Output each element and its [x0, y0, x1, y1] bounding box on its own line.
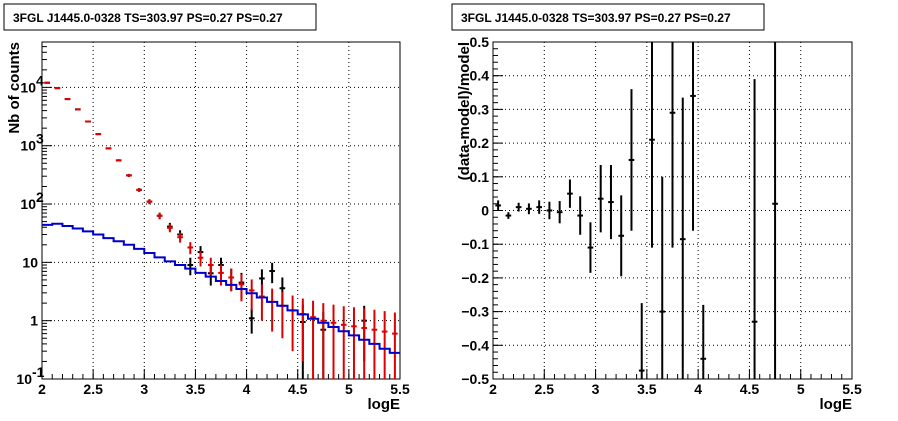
left-x-tick-label: 5.5 — [390, 381, 410, 397]
right-y-axis-label: (data-model)/model — [456, 42, 473, 180]
left-x-tick-label: 3 — [140, 381, 148, 397]
right-axis-ticks: 2 2.5 3 3.5 4 4.5 5 5.5 −0.5 −0.4 −0.3 −0.2 −0.1 0 0.1… — [461, 34, 862, 397]
left-y-tick-exponent: 2 — [36, 189, 44, 205]
right-y-tick-label: −0.1 — [461, 236, 489, 252]
right-title-box — [451, 3, 765, 31]
right-y-tick-label: 0.1 — [470, 169, 490, 185]
right-y-tick-label: −0.4 — [461, 337, 489, 353]
left-y-tick-label: 10 — [16, 371, 32, 387]
left-y-tick-exponent: -1 — [32, 364, 45, 380]
left-x-axis-label: logE — [368, 396, 401, 413]
right-y-tick-label: 0.5 — [470, 34, 490, 50]
left-y-tick-label: 10 — [20, 138, 36, 154]
right-y-tick-label: −0.3 — [461, 304, 489, 320]
left-y-tick-label: 10 — [20, 196, 36, 212]
right-chart-title: 3FGL J1445.0-0328 TS=303.97 PS=0.27 PS=0… — [461, 11, 731, 25]
left-y-tick-exponent: 4 — [36, 72, 44, 88]
left-x-tick-label: 4 — [243, 381, 251, 397]
right-x-tick-label: 2.5 — [535, 381, 555, 397]
right-y-tick-label: 0 — [481, 203, 489, 219]
right-y-tick-label: 0.3 — [470, 101, 490, 117]
left-x-tick-label: 2 — [38, 381, 46, 397]
model-step-line — [42, 222, 400, 354]
left-grid — [42, 42, 400, 379]
left-series-group — [42, 81, 400, 379]
right-y-tick-label: −0.5 — [461, 371, 489, 387]
right-x-tick-label: 3.5 — [637, 381, 657, 397]
right-x-tick-label: 3 — [592, 381, 600, 397]
right-y-tick-label: −0.2 — [461, 270, 489, 286]
right-x-tick-label: 5.5 — [842, 381, 862, 397]
left-y-tick-exponent: 3 — [36, 131, 44, 147]
right-series-group — [495, 42, 778, 379]
right-grid — [493, 42, 852, 379]
left-title-box — [3, 3, 317, 31]
right-x-tick-label: 4 — [694, 381, 702, 397]
left-x-tick-label: 3.5 — [186, 381, 206, 397]
right-y-tick-label: 0.4 — [470, 68, 490, 84]
right-x-tick-label: 5 — [797, 381, 805, 397]
right-x-axis-label: logE — [820, 396, 853, 413]
right-y-tick-label: 0.2 — [470, 135, 490, 151]
left-x-tick-label: 5 — [345, 381, 353, 397]
left-y-tick-label: 10 — [22, 254, 38, 270]
left-x-tick-label: 4.5 — [288, 381, 308, 397]
left-plot-frame — [41, 41, 401, 380]
left-y-tick-label: 1 — [30, 313, 38, 329]
left-x-tick-label: 2.5 — [83, 381, 103, 397]
left-y-tick-label: 10 — [20, 79, 36, 95]
left-y-axis-label: Nb of counts — [6, 42, 23, 134]
right-x-tick-label: 2 — [489, 381, 497, 397]
right-x-tick-label: 4.5 — [740, 381, 760, 397]
left-chart-title: 3FGL J1445.0-0328 TS=303.97 PS=0.27 PS=0… — [13, 11, 283, 25]
